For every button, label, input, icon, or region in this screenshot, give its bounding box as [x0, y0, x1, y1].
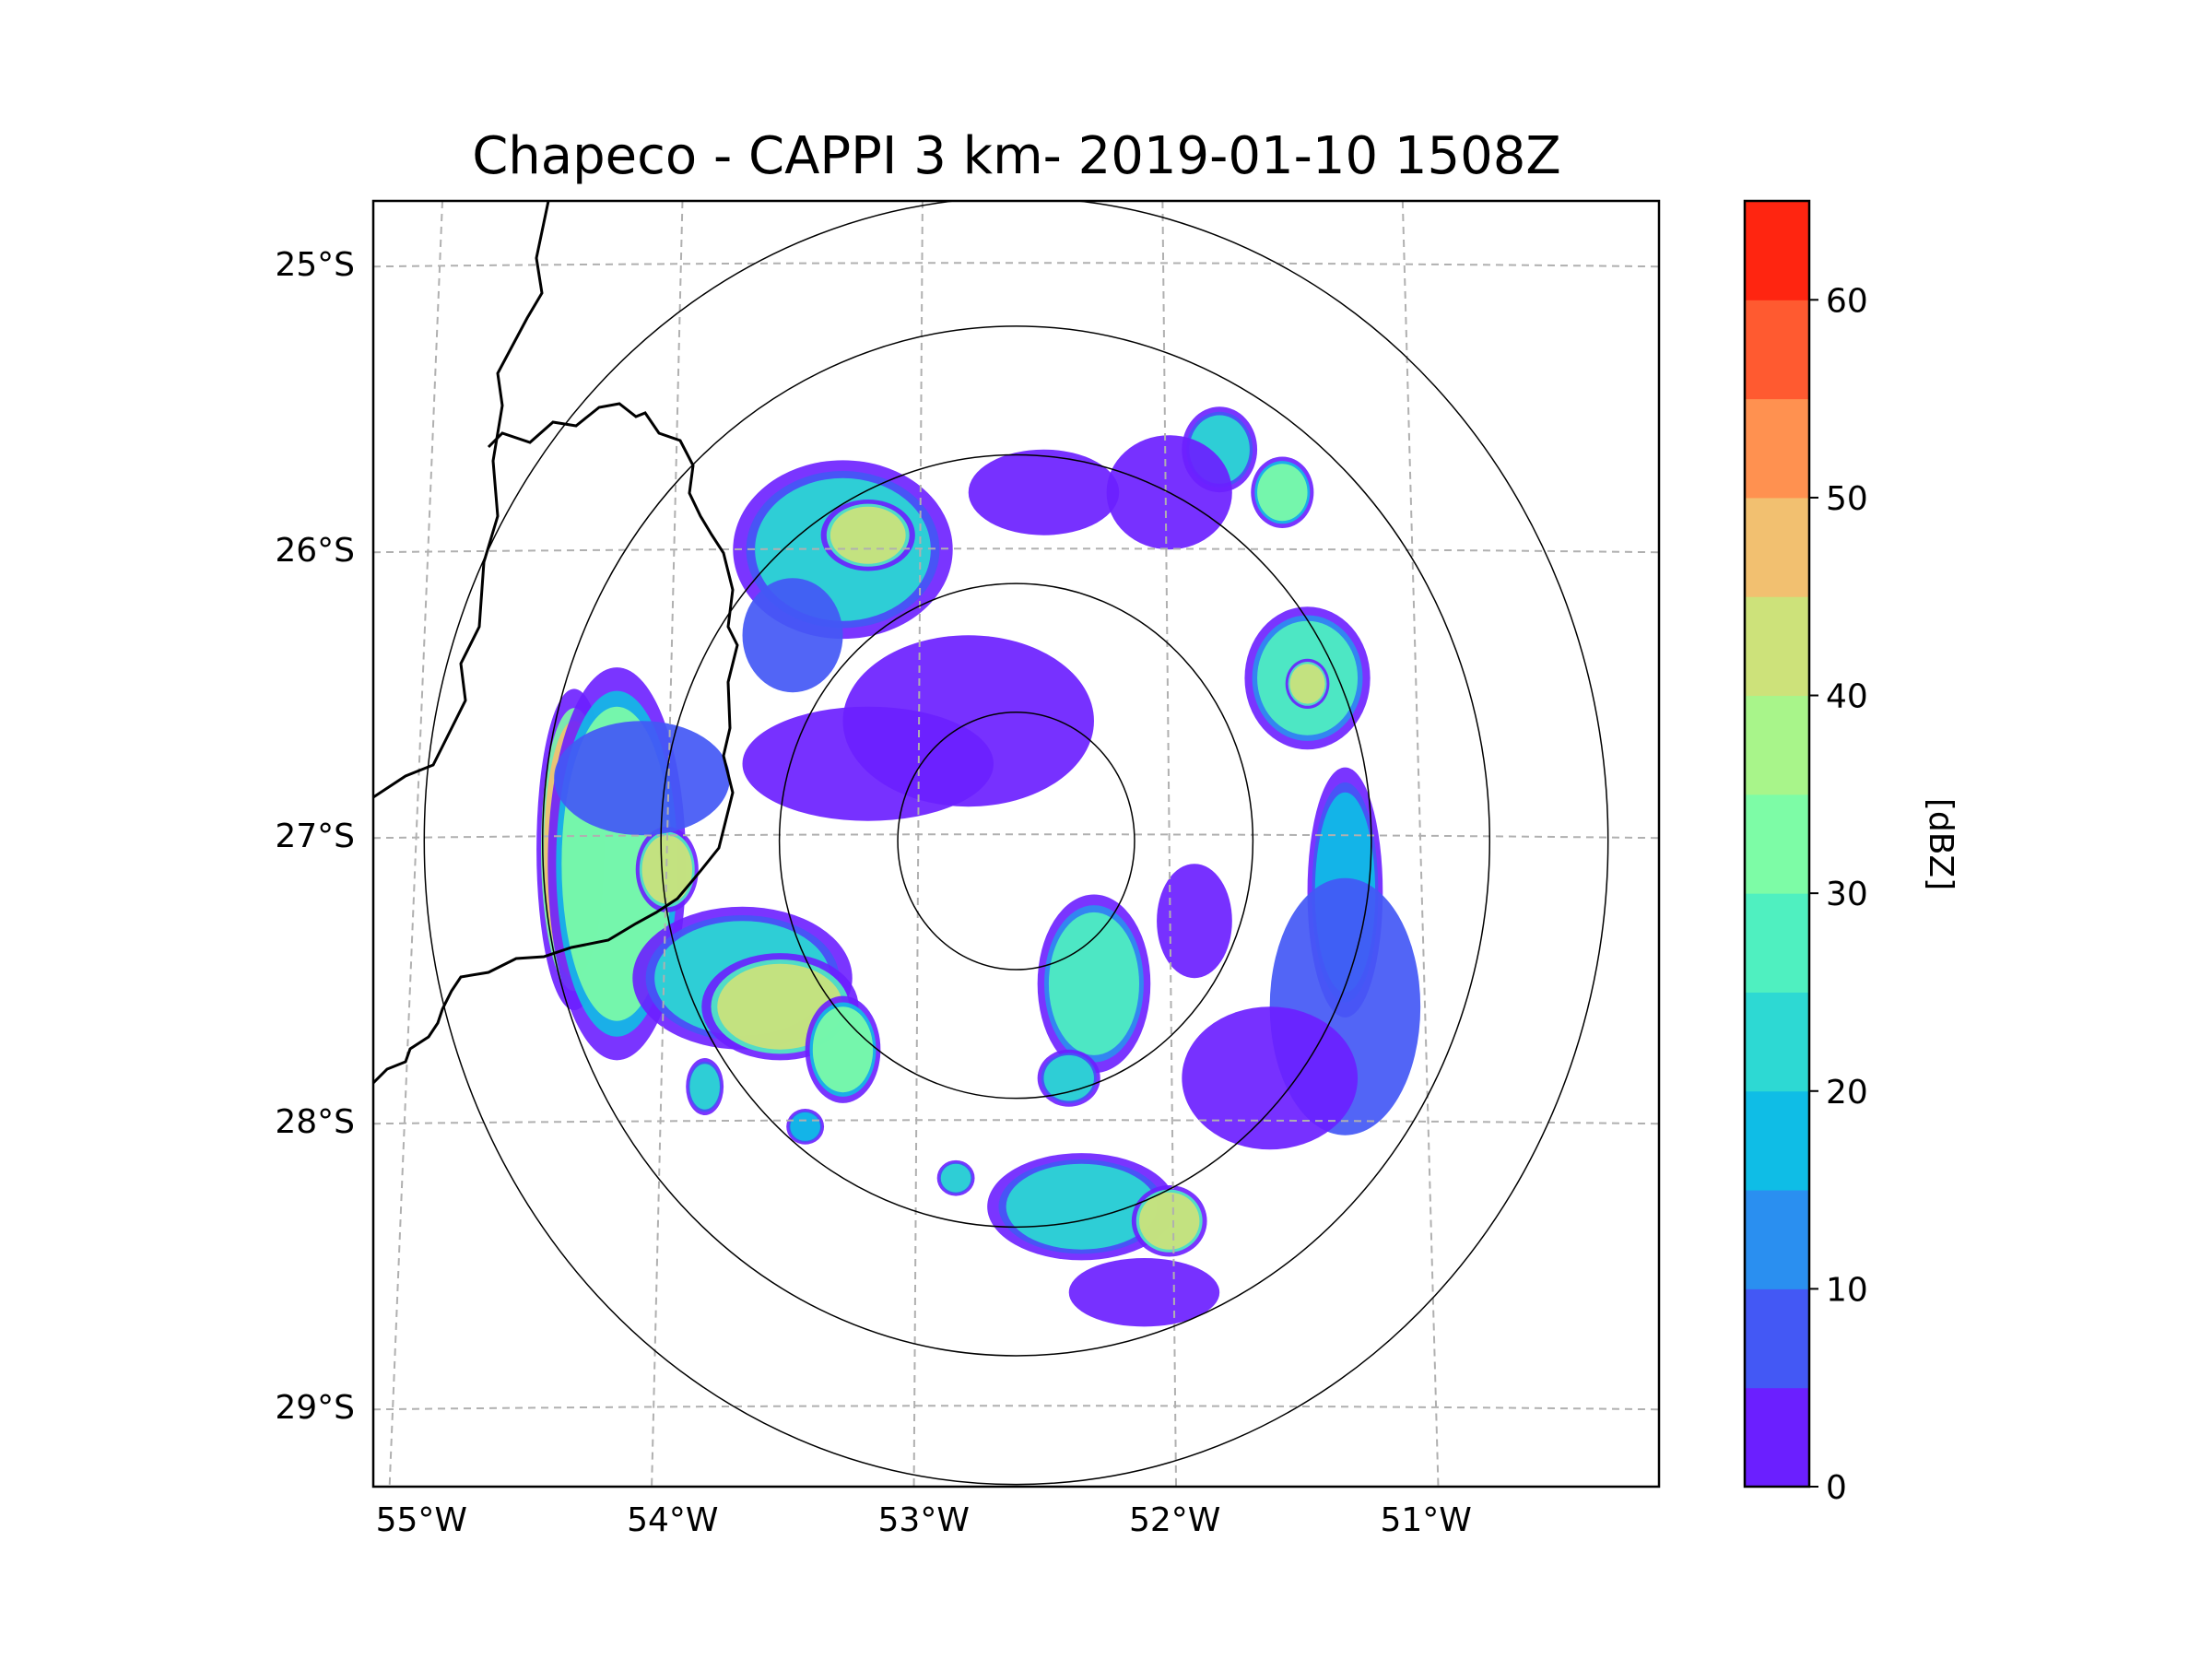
colorbar-ticks: 0 10 20 30 40 50 60	[1809, 282, 1868, 1507]
echo-core	[742, 578, 843, 693]
echo-core	[968, 449, 1120, 535]
colorbar-tick-label: 60	[1826, 282, 1868, 320]
colorbar-tick-label: 50	[1826, 480, 1868, 518]
longitude-tick-label: 52°W	[1129, 1501, 1220, 1539]
border-line-state	[373, 402, 739, 1085]
colorbar-bin	[1745, 695, 1809, 795]
echo-core	[1289, 664, 1325, 704]
latitude-tick-label: 26°S	[275, 532, 355, 570]
colorbar-bin	[1745, 201, 1809, 300]
echo-core	[554, 721, 730, 836]
colorbar-bin	[1745, 398, 1809, 499]
map-area	[373, 201, 1659, 1487]
range-rings	[423, 201, 1609, 1486]
range-ring	[897, 712, 1135, 971]
colorbar-label: [dBZ]	[1922, 798, 1959, 890]
colorbar-bin	[1745, 1387, 1809, 1488]
echo-core	[1043, 1054, 1094, 1101]
latitude-tick-label: 25°S	[275, 246, 355, 284]
colorbar-bin	[1745, 893, 1809, 993]
colorbar-tick-label: 0	[1826, 1469, 1847, 1507]
echo-core	[1157, 864, 1232, 979]
colorbar-bin	[1745, 300, 1809, 400]
colorbar-bin	[1745, 794, 1809, 894]
longitude-gridline	[1401, 201, 1440, 1487]
longitude-tick-label: 55°W	[376, 1501, 467, 1539]
colorbar-tick-label: 30	[1826, 876, 1868, 913]
longitude-gridline	[388, 201, 443, 1487]
colorbar-bin	[1745, 497, 1809, 597]
echo-core	[830, 506, 906, 564]
latitude-labels: 25°S 26°S 27°S 28°S 29°S	[275, 246, 355, 1427]
echo-core	[1182, 1006, 1359, 1150]
border-line-argentina-brazil	[373, 201, 550, 799]
graticule	[373, 201, 1659, 1487]
latitude-tick-label: 27°S	[275, 818, 355, 855]
longitude-gridline	[912, 201, 924, 1487]
echo-core	[1006, 1163, 1158, 1250]
range-ring	[541, 325, 1491, 1357]
longitude-tick-label: 53°W	[878, 1501, 970, 1539]
range-ring	[423, 201, 1609, 1486]
range-ring	[660, 453, 1372, 1229]
colorbar-bin	[1745, 992, 1809, 1092]
colorbar-tick-label: 40	[1826, 678, 1868, 716]
colorbar-tick-label: 20	[1826, 1074, 1868, 1112]
colorbar-bin	[1745, 1090, 1809, 1191]
map-frame	[371, 199, 1661, 1488]
longitude-labels: 55°W 54°W 53°W 52°W 51°W	[376, 1501, 1472, 1539]
echo-core	[812, 1006, 874, 1093]
latitude-tick-label: 29°S	[275, 1389, 355, 1427]
political-borders	[373, 201, 739, 1085]
echo-core	[1068, 1258, 1220, 1327]
chart-title: Chapeco - CAPPI 3 km- 2019-01-10 1508Z	[472, 126, 1561, 186]
echo-core	[790, 1112, 820, 1141]
colorbar-frame	[1743, 199, 1811, 1488]
reflectivity-echoes	[536, 406, 1421, 1327]
colorbar-tick-label: 10	[1826, 1271, 1868, 1309]
colorbar-bin	[1745, 1288, 1809, 1389]
longitude-gridline	[651, 201, 684, 1487]
longitude-tick-label: 54°W	[627, 1501, 718, 1539]
echo-core	[1139, 1192, 1200, 1250]
longitude-tick-label: 51°W	[1380, 1501, 1471, 1539]
colorbar	[1745, 201, 1809, 1488]
range-ring	[778, 582, 1254, 1100]
echo-core	[641, 835, 693, 904]
longitude-gridline	[1161, 201, 1178, 1487]
colorbar-bin	[1745, 596, 1809, 697]
echo-core	[689, 1064, 720, 1110]
echo-core	[940, 1163, 971, 1193]
echo-core	[742, 706, 994, 821]
echo-core	[1048, 912, 1140, 1055]
latitude-tick-label: 28°S	[275, 1103, 355, 1141]
echo-core	[1257, 464, 1308, 522]
colorbar-bin	[1745, 1190, 1809, 1289]
